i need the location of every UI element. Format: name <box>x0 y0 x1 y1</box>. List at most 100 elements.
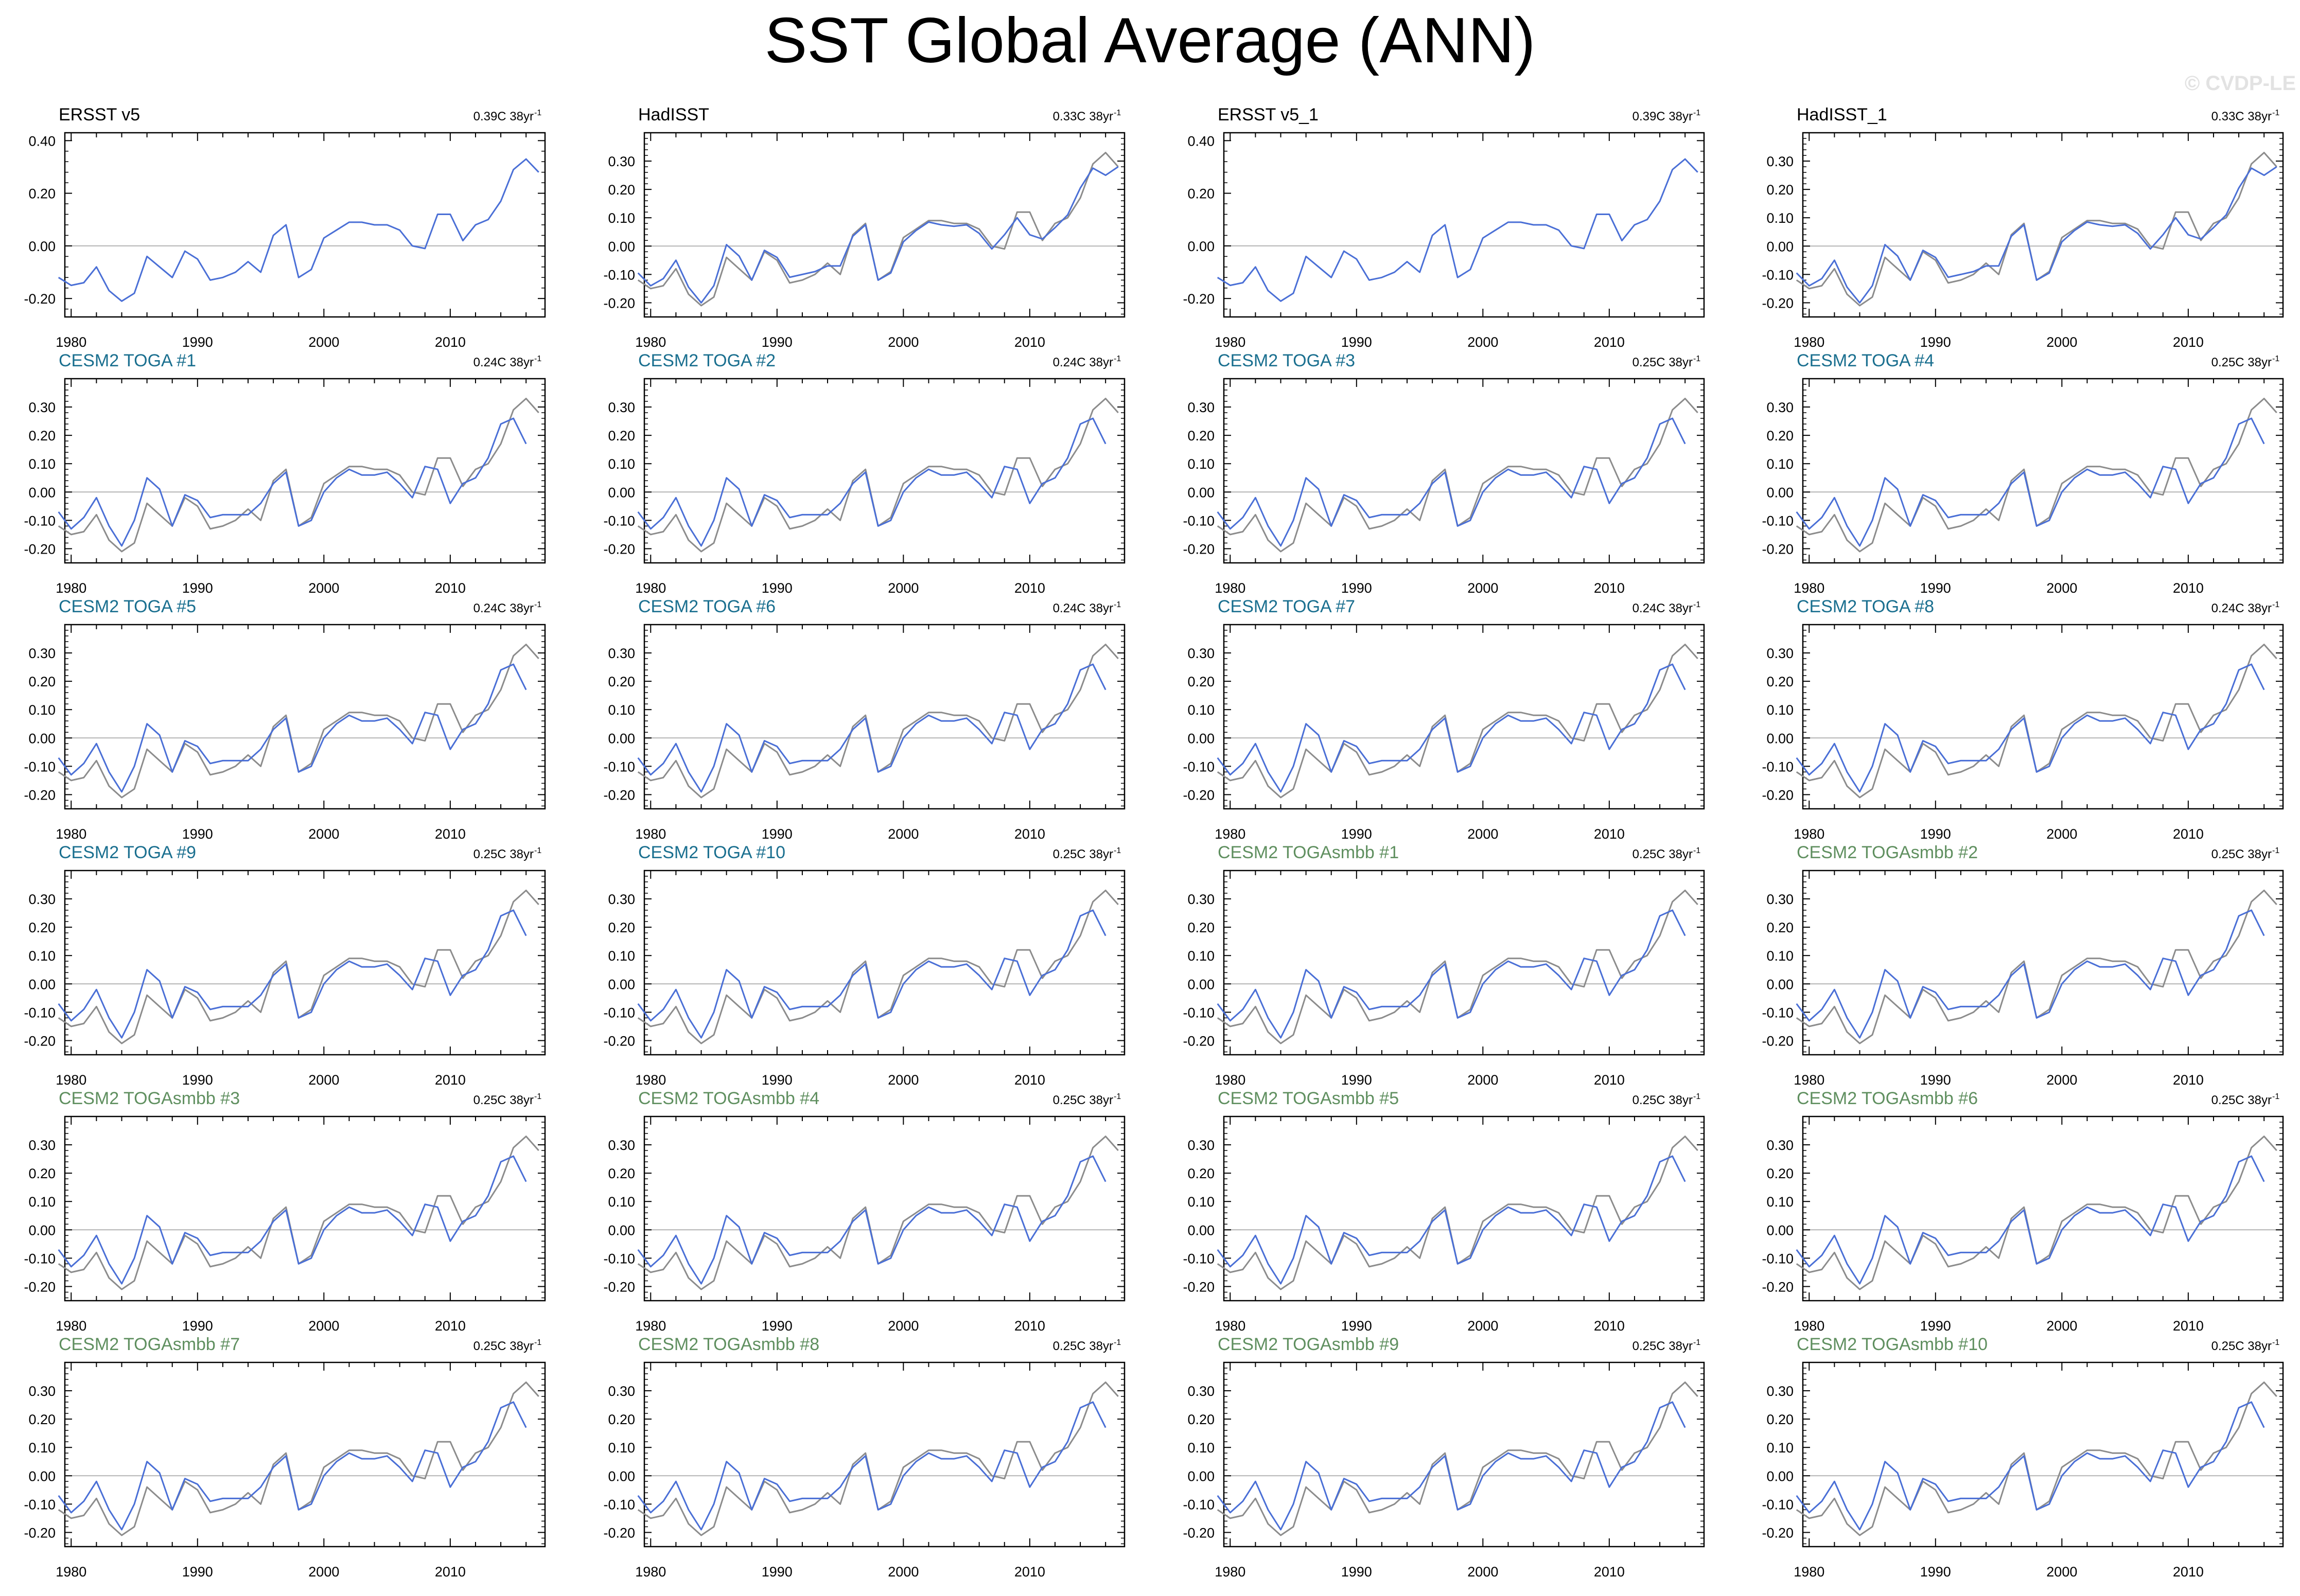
series-line-observed <box>58 158 539 302</box>
y-tick-label: 0.10 <box>28 456 56 472</box>
panel-title: CESM2 TOGAsmbb #9 <box>1218 1335 1399 1354</box>
chart-panel: CESM2 TOGA #1 0.24C 38yr -1 -0.20 -0.10 0.00 0… <box>24 351 546 596</box>
x-tick-label: 2010 <box>2173 1318 2204 1334</box>
x-tick-label: 2000 <box>308 334 339 350</box>
panel-trend: 0.24C 38yr <box>473 601 534 615</box>
y-tick-label: -0.20 <box>1183 1279 1215 1294</box>
y-tick-label: -0.10 <box>24 759 56 774</box>
y-tick-label: 0.10 <box>28 948 56 964</box>
y-tick-label: 0.20 <box>28 1412 56 1427</box>
panel-trend: 0.25C 38yr <box>473 847 534 861</box>
y-tick-label: 0.00 <box>608 239 635 254</box>
panel-trend-exponent: -1 <box>1693 846 1700 855</box>
y-tick-label: 0.20 <box>608 674 635 689</box>
panel-trend: 0.25C 38yr <box>2211 356 2272 369</box>
panel-title: ERSST v5 <box>59 105 140 125</box>
y-tick-label: -0.20 <box>1183 787 1215 803</box>
y-tick-label: 0.20 <box>1766 920 1794 935</box>
x-tick-label: 1980 <box>1794 334 1824 350</box>
x-tick-label: 2010 <box>435 1318 466 1334</box>
x-tick-label: 1990 <box>762 1318 793 1334</box>
panel-title: CESM2 TOGAsmbb #3 <box>59 1089 240 1108</box>
panel-trend: 0.25C 38yr <box>2211 1339 2272 1353</box>
y-tick-label: -0.20 <box>24 1279 56 1294</box>
panel-trend: 0.25C 38yr <box>473 1093 534 1107</box>
y-tick-label: 0.10 <box>608 210 635 226</box>
plot-frame <box>64 1115 546 1302</box>
y-tick-label: 0.10 <box>1187 1194 1215 1210</box>
y-tick-label: -0.20 <box>1762 1525 1794 1540</box>
plot-frame <box>64 1361 546 1548</box>
y-tick-label: 0.00 <box>28 731 56 746</box>
x-tick-label: 1990 <box>1341 1564 1372 1580</box>
y-tick-label: -0.20 <box>24 291 56 307</box>
y-tick-label: -0.10 <box>24 1497 56 1512</box>
panel-trend: 0.33C 38yr <box>1053 110 1113 123</box>
y-tick-label: 0.10 <box>28 1194 56 1210</box>
x-tick-label: 2010 <box>1014 1318 1045 1334</box>
panel-title: CESM2 TOGA #5 <box>59 597 196 616</box>
y-tick-label: 0.20 <box>1766 674 1794 689</box>
series-line-model <box>1796 1155 2265 1285</box>
y-tick-label: 0.20 <box>1766 1166 1794 1181</box>
panel-trend-exponent: -1 <box>534 109 541 117</box>
series-line-model <box>1217 1401 1686 1531</box>
chart-panel: ERSST v5_1 0.39C 38yr -1 -0.20 0.00 0.20 0.40 1… <box>1183 105 1705 350</box>
y-tick-label: 0.00 <box>28 1222 56 1238</box>
x-tick-label: 1990 <box>762 826 793 842</box>
y-tick-label: 0.30 <box>1187 646 1215 661</box>
y-tick-label: -0.20 <box>603 1525 635 1540</box>
panel-trend: 0.25C 38yr <box>1632 1093 1693 1107</box>
panel-trend-exponent: -1 <box>534 600 541 609</box>
y-tick-label: 0.10 <box>1766 948 1794 964</box>
y-tick-label: 0.30 <box>608 892 635 907</box>
y-tick-label: 0.20 <box>1766 428 1794 444</box>
y-tick-label: -0.20 <box>24 787 56 803</box>
y-tick-label: 0.00 <box>1187 1468 1215 1484</box>
y-tick-label: 0.20 <box>1187 1412 1215 1427</box>
x-tick-label: 2000 <box>1467 580 1498 596</box>
x-tick-label: 2010 <box>2173 334 2204 350</box>
chart-panel: CESM2 TOGAsmbb #4 0.25C 38yr -1 -0.20 -0.10 0… <box>603 1089 1126 1334</box>
x-tick-label: 2000 <box>888 826 919 842</box>
panel-trend: 0.39C 38yr <box>1632 110 1693 123</box>
x-tick-label: 1990 <box>182 1564 213 1580</box>
y-tick-label: 0.20 <box>608 920 635 935</box>
chart-panel: CESM2 TOGAsmbb #1 0.25C 38yr -1 -0.20 -0.10 0… <box>1183 843 1705 1088</box>
y-tick-label: 0.10 <box>28 1440 56 1456</box>
x-tick-label: 1990 <box>182 580 213 596</box>
x-tick-label: 2010 <box>1594 1318 1625 1334</box>
x-tick-label: 2010 <box>1594 826 1625 842</box>
y-tick-label: -0.20 <box>1762 787 1794 803</box>
y-tick-label: 0.30 <box>1766 154 1794 169</box>
x-tick-label: 2010 <box>1594 334 1625 350</box>
panel-title: CESM2 TOGA #9 <box>59 843 196 862</box>
y-tick-label: -0.20 <box>1183 1033 1215 1049</box>
panel-trend-exponent: -1 <box>1114 1338 1121 1347</box>
panel-trend-exponent: -1 <box>1693 354 1700 363</box>
y-tick-label: 0.20 <box>608 428 635 444</box>
y-tick-label: -0.10 <box>1762 759 1794 774</box>
x-tick-label: 2000 <box>308 826 339 842</box>
panel-trend-exponent: -1 <box>1693 1092 1700 1101</box>
y-tick-label: 0.30 <box>608 1138 635 1153</box>
x-tick-label: 2000 <box>1467 1564 1498 1580</box>
y-tick-label: 0.30 <box>1766 400 1794 415</box>
panel-trend: 0.24C 38yr <box>1053 601 1113 615</box>
y-tick-label: 0.30 <box>28 1384 56 1399</box>
x-tick-label: 1990 <box>1920 1072 1951 1088</box>
x-tick-label: 1980 <box>56 1564 86 1580</box>
chart-panel: CESM2 TOGAsmbb #10 0.25C 38yr -1 -0.20 -0.10… <box>1762 1335 2284 1580</box>
y-tick-label: 0.00 <box>1187 977 1215 992</box>
y-tick-label: 0.40 <box>28 133 56 149</box>
plot-frame <box>1223 870 1705 1056</box>
x-tick-label: 2000 <box>2046 1318 2077 1334</box>
x-tick-label: 2000 <box>1467 1318 1498 1334</box>
x-tick-label: 2010 <box>2173 1564 2204 1580</box>
x-tick-label: 1980 <box>635 334 666 350</box>
y-tick-label: -0.10 <box>603 1497 635 1512</box>
panel-trend-exponent: -1 <box>1114 109 1121 117</box>
plot-frame <box>643 378 1126 564</box>
panel-trend: 0.24C 38yr <box>2211 601 2272 615</box>
